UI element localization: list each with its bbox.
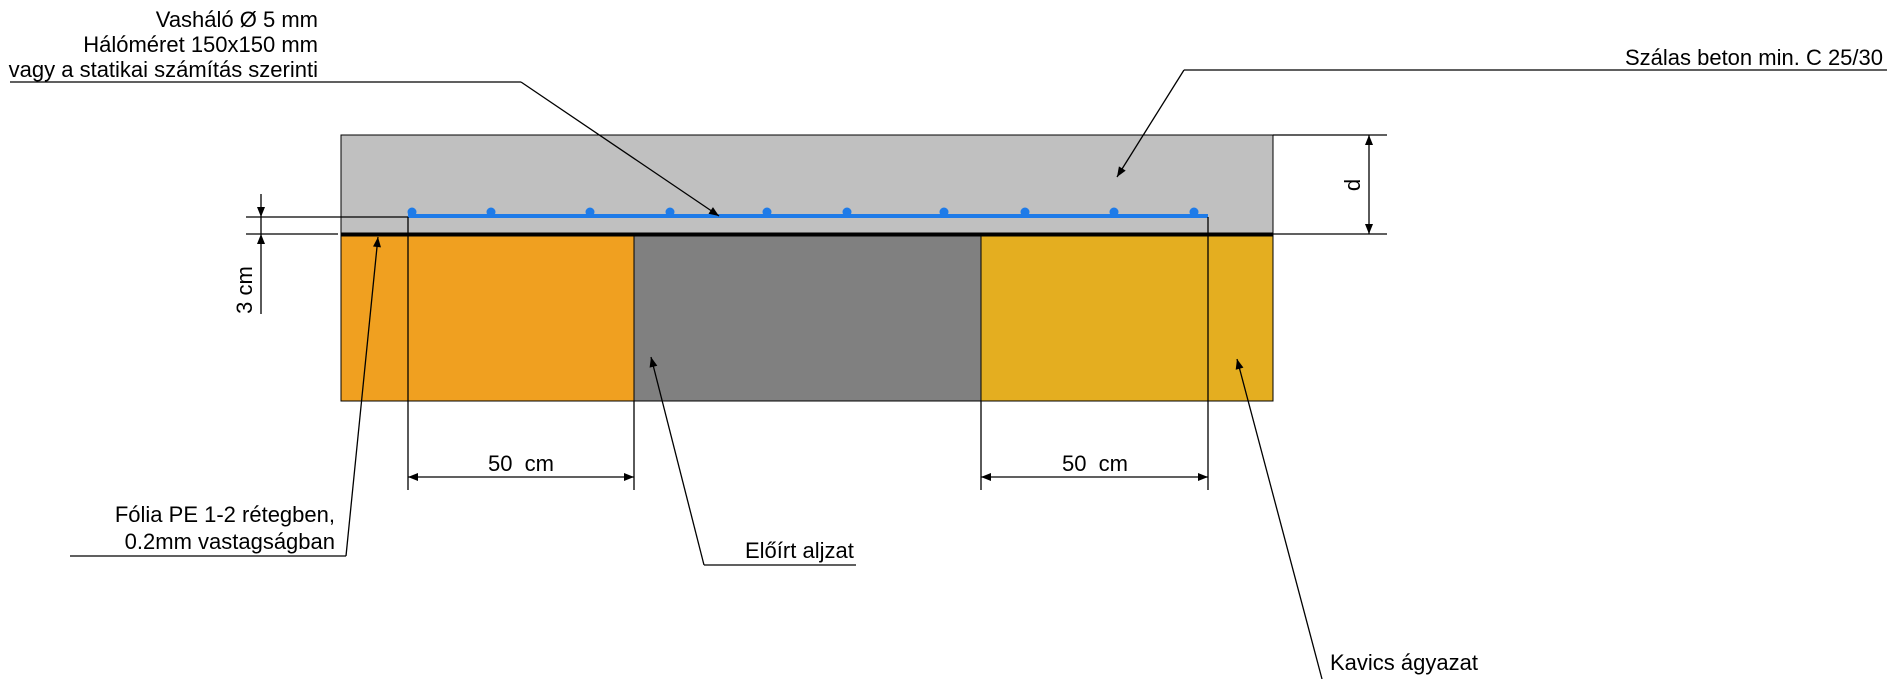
rebar-label-line3: vagy a statikai számítás szerinti	[9, 57, 318, 82]
foil-label-line2: 0.2mm vastagságban	[125, 529, 335, 554]
rebar-label-line1: Vasháló Ø 5 mm	[156, 7, 318, 32]
gravel-label: Kavics ágyazat	[1330, 650, 1478, 675]
rebar-cross-bar-dot	[939, 207, 949, 217]
subgrade-label: Előírt aljzat	[745, 538, 854, 563]
rebar-cross-bar-dot	[1109, 207, 1119, 217]
rebar-cross-bar-dot	[1189, 207, 1199, 217]
rebar-cross-bar-dot	[1020, 207, 1030, 217]
rebar-cross-bar-dot	[665, 207, 675, 217]
rebar-cross-bar-dot	[585, 207, 595, 217]
dimension-50-left: 50 cm	[408, 451, 634, 481]
rebar-cross-bar-dot	[842, 207, 852, 217]
dimension-d: d	[1340, 135, 1373, 234]
leader-subgrade: Előírt aljzat	[649, 356, 856, 566]
rebar-cross-bar-dot	[486, 207, 496, 217]
leader-foil: Fólia PE 1-2 rétegben, 0.2mm vastagságba…	[70, 236, 381, 557]
rebar-cross-bar-dot	[407, 207, 417, 217]
dimension-right-label: 50 cm	[1062, 451, 1128, 476]
foil-label-line1: Fólia PE 1-2 rétegben,	[115, 502, 335, 527]
rebar-label-line2: Hálóméret 150x150 mm	[83, 32, 318, 57]
dimension-left-label: 50 cm	[488, 451, 554, 476]
leader-gravel: Kavics ágyazat	[1235, 358, 1478, 679]
gravel-bed-right	[980, 234, 1274, 402]
leader-rebar: Vasháló Ø 5 mm Hálóméret 150x150 mm vagy…	[9, 7, 720, 217]
leader-concrete: Szálas beton min. C 25/30	[1116, 45, 1887, 178]
dimension-50-right: 50 cm	[981, 451, 1208, 481]
dimension-cover: 3 cm	[232, 194, 265, 314]
concrete-label: Szálas beton min. C 25/30	[1625, 45, 1883, 70]
rebar-cross-bars	[407, 207, 1199, 217]
concrete-slab	[340, 134, 1274, 235]
subgrade-block	[633, 234, 982, 402]
rebar-mesh	[407, 207, 1208, 218]
dimension-d-label: d	[1340, 179, 1365, 191]
dimension-cover-label: 3 cm	[232, 266, 257, 314]
rebar-cross-bar-dot	[762, 207, 772, 217]
gravel-bed-left	[340, 234, 635, 402]
